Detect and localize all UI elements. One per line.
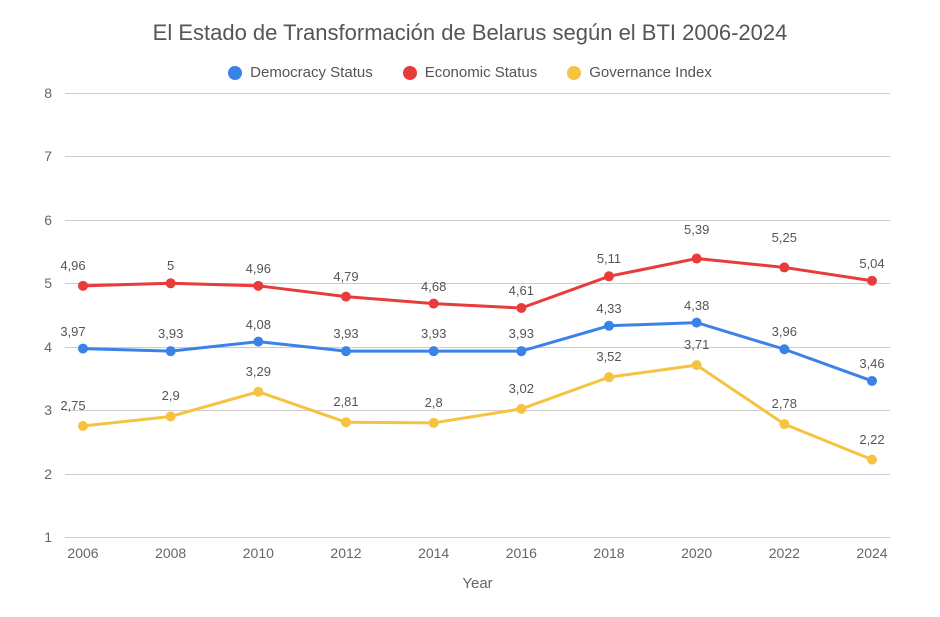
legend-label: Democracy Status bbox=[250, 64, 373, 81]
series-marker bbox=[867, 276, 877, 286]
series-marker bbox=[867, 376, 877, 386]
series-marker bbox=[166, 346, 176, 356]
series-marker bbox=[429, 418, 439, 428]
series-marker bbox=[341, 292, 351, 302]
series-marker bbox=[341, 417, 351, 427]
legend-marker bbox=[228, 66, 242, 80]
series-marker bbox=[692, 318, 702, 328]
legend-item: Democracy Status bbox=[228, 64, 373, 81]
y-tick-label: 4 bbox=[44, 339, 52, 355]
y-axis: 12345678 bbox=[30, 93, 60, 537]
series-marker bbox=[78, 344, 88, 354]
data-label: 3,29 bbox=[246, 364, 271, 379]
series-marker bbox=[429, 346, 439, 356]
series-marker bbox=[429, 299, 439, 309]
series-marker bbox=[516, 404, 526, 414]
data-label: 4,38 bbox=[684, 298, 709, 313]
series-line bbox=[83, 323, 872, 381]
series-marker bbox=[166, 411, 176, 421]
plot-area: 12345678 2006200820102012201420162018202… bbox=[65, 93, 890, 537]
x-axis-label: Year bbox=[462, 575, 492, 592]
data-label: 2,9 bbox=[162, 388, 180, 403]
series-marker bbox=[78, 281, 88, 291]
data-label: 4,68 bbox=[421, 279, 446, 294]
series-marker bbox=[516, 303, 526, 313]
data-label: 4,79 bbox=[333, 269, 358, 284]
data-label: 5,25 bbox=[772, 230, 797, 245]
y-tick-label: 3 bbox=[44, 402, 52, 418]
data-label: 3,46 bbox=[859, 356, 884, 371]
data-label: 3,71 bbox=[684, 337, 709, 352]
series-marker bbox=[341, 346, 351, 356]
series-marker bbox=[604, 271, 614, 281]
x-tick-label: 2024 bbox=[856, 545, 887, 561]
data-label: 4,96 bbox=[246, 261, 271, 276]
series-marker bbox=[779, 262, 789, 272]
chart-svg bbox=[65, 93, 890, 537]
series-marker bbox=[253, 387, 263, 397]
series-marker bbox=[253, 337, 263, 347]
series-marker bbox=[604, 372, 614, 382]
x-tick-label: 2012 bbox=[330, 545, 361, 561]
x-tick-label: 2016 bbox=[506, 545, 537, 561]
data-label: 3,93 bbox=[509, 326, 534, 341]
data-label: 4,08 bbox=[246, 317, 271, 332]
data-label: 2,81 bbox=[333, 394, 358, 409]
series-line bbox=[83, 365, 872, 460]
data-label: 3,02 bbox=[509, 381, 534, 396]
data-label: 3,93 bbox=[333, 326, 358, 341]
data-label: 3,93 bbox=[421, 326, 446, 341]
series-marker bbox=[692, 254, 702, 264]
x-axis: 2006 2008 2010 2012 2014 2016 2018 2020 2022 2024 bbox=[65, 545, 890, 565]
data-label: 3,97 bbox=[60, 324, 85, 339]
data-label: 3,96 bbox=[772, 324, 797, 339]
data-label: 5,11 bbox=[597, 251, 621, 266]
legend-label: Economic Status bbox=[425, 64, 538, 81]
series-marker bbox=[253, 281, 263, 291]
x-tick-label: 2022 bbox=[769, 545, 800, 561]
x-tick-label: 2008 bbox=[155, 545, 186, 561]
data-label: 4,61 bbox=[509, 283, 534, 298]
y-tick-label: 6 bbox=[44, 212, 52, 228]
series-line bbox=[83, 259, 872, 308]
x-tick-label: 2006 bbox=[67, 545, 98, 561]
chart-title: El Estado de Transformación de Belarus s… bbox=[30, 20, 910, 46]
y-tick-label: 8 bbox=[44, 85, 52, 101]
series-marker bbox=[779, 419, 789, 429]
x-tick-label: 2010 bbox=[243, 545, 274, 561]
legend-marker bbox=[567, 66, 581, 80]
data-label: 4,33 bbox=[596, 301, 621, 316]
data-label: 2,75 bbox=[60, 398, 85, 413]
data-label: 2,22 bbox=[859, 432, 884, 447]
data-label: 3,52 bbox=[596, 349, 621, 364]
chart-container: El Estado de Transformación de Belarus s… bbox=[30, 20, 910, 597]
y-tick-label: 5 bbox=[44, 275, 52, 291]
x-tick-label: 2018 bbox=[593, 545, 624, 561]
series-marker bbox=[516, 346, 526, 356]
series-marker bbox=[166, 278, 176, 288]
data-label: 5,39 bbox=[684, 222, 709, 237]
series-marker bbox=[692, 360, 702, 370]
y-tick-label: 2 bbox=[44, 466, 52, 482]
legend-item: Economic Status bbox=[403, 64, 538, 81]
x-tick-label: 2020 bbox=[681, 545, 712, 561]
data-label: 4,96 bbox=[60, 258, 85, 273]
series-marker bbox=[867, 455, 877, 465]
x-tick-label: 2014 bbox=[418, 545, 449, 561]
y-tick-label: 1 bbox=[44, 529, 52, 545]
series-marker bbox=[779, 344, 789, 354]
gridline bbox=[65, 537, 890, 538]
data-label: 3,93 bbox=[158, 326, 183, 341]
data-label: 5,04 bbox=[859, 256, 884, 271]
data-label: 5 bbox=[167, 258, 174, 273]
series-marker bbox=[78, 421, 88, 431]
legend-item: Governance Index bbox=[567, 64, 712, 81]
legend-marker bbox=[403, 66, 417, 80]
data-label: 2,78 bbox=[772, 396, 797, 411]
legend: Democracy Status Economic Status Governanc… bbox=[30, 64, 910, 81]
y-tick-label: 7 bbox=[44, 148, 52, 164]
series-marker bbox=[604, 321, 614, 331]
legend-label: Governance Index bbox=[589, 64, 712, 81]
data-label: 2,8 bbox=[425, 395, 443, 410]
